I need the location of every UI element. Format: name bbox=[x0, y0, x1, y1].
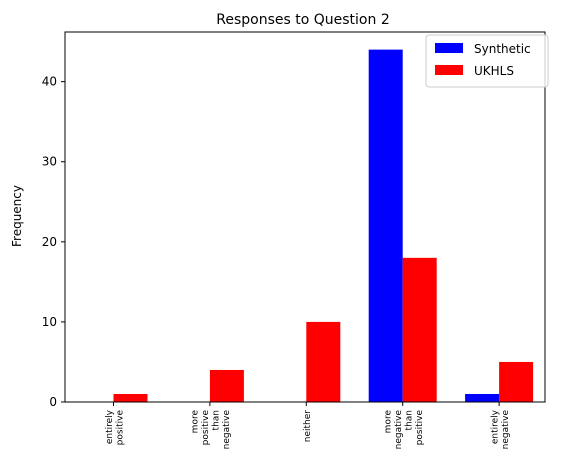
x-tick-label-line: than bbox=[404, 410, 414, 430]
x-tick-label: entirely negative bbox=[490, 409, 511, 449]
x-tick-label-line: more bbox=[191, 410, 201, 434]
legend-swatch-synthetic bbox=[435, 43, 463, 53]
x-tick-label-line: entirely bbox=[105, 409, 115, 444]
x-tick-label-line: negative bbox=[394, 410, 404, 450]
y-axis-label: Frequency bbox=[10, 185, 24, 247]
legend-swatch-ukhls bbox=[435, 65, 463, 75]
x-tick-label-line: more bbox=[383, 410, 393, 434]
bar-ukhls-4 bbox=[499, 361, 534, 402]
y-tick-label: 20 bbox=[42, 235, 57, 249]
bar-ukhls-3 bbox=[402, 257, 437, 402]
x-tick-label: more negative than positive bbox=[383, 410, 425, 450]
axes-frame bbox=[64, 31, 546, 403]
chart-title: Responses to Question 2 bbox=[216, 12, 389, 28]
x-tick-label: entirely positive bbox=[105, 409, 126, 445]
bar-synthetic-3 bbox=[368, 49, 403, 402]
legend-label-synthetic: Synthetic bbox=[474, 42, 531, 56]
bar-synthetic-4 bbox=[465, 393, 500, 402]
x-tick-label-line: negative bbox=[501, 410, 511, 450]
x-tick-label-line: positive bbox=[115, 410, 125, 446]
x-tick-label: neither bbox=[303, 410, 313, 443]
x-tick-label-line: positive bbox=[415, 410, 425, 446]
y-tick-label: 40 bbox=[42, 75, 57, 89]
x-tick-label-line: positive bbox=[201, 410, 211, 446]
y-tick-label: 0 bbox=[49, 395, 57, 409]
bar-ukhls-1 bbox=[209, 369, 244, 402]
x-tick-label-line: than bbox=[212, 410, 222, 430]
legend: Synthetic UKHLS bbox=[425, 34, 549, 88]
y-tick-label: 30 bbox=[42, 155, 57, 169]
bar-ukhls-0 bbox=[113, 393, 148, 402]
x-tick-label-line: neither bbox=[303, 410, 313, 443]
y-tick-label: 10 bbox=[42, 315, 57, 329]
x-tick-label: more positive than negative bbox=[191, 410, 233, 450]
x-tick-label-line: entirely bbox=[490, 409, 500, 444]
legend-label-ukhls: UKHLS bbox=[474, 64, 514, 78]
x-tick-label-line: negative bbox=[222, 410, 232, 450]
bar-ukhls-2 bbox=[306, 321, 341, 402]
